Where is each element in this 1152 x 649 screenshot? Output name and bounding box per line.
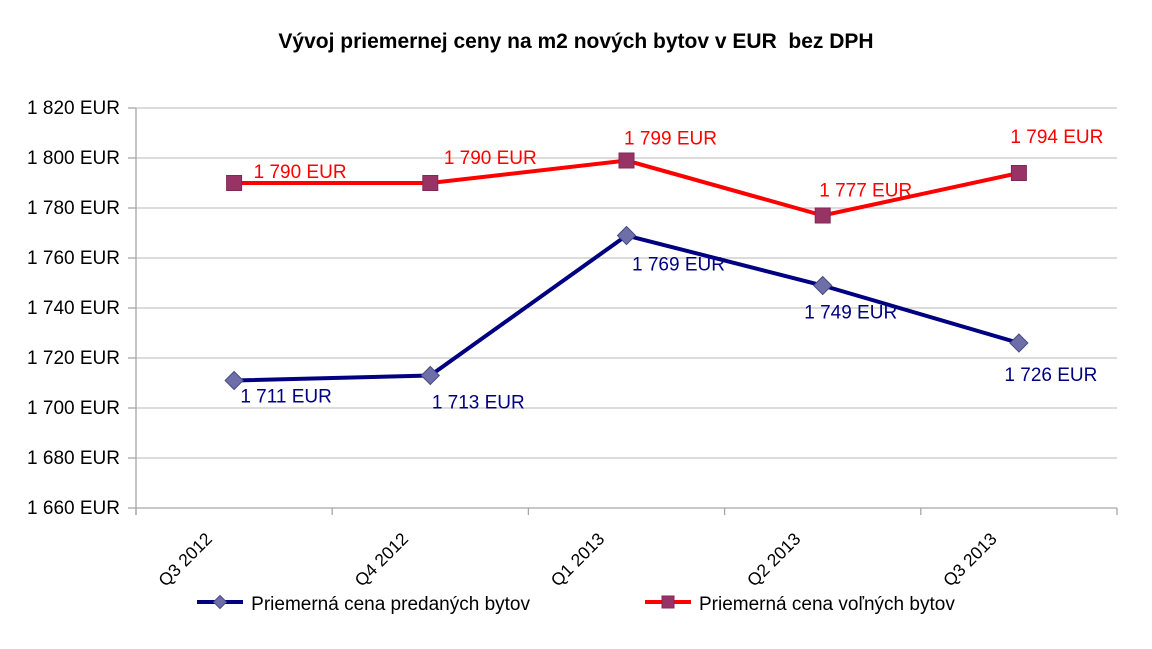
data-point-marker-square: [814, 207, 831, 224]
legend-label-volne-byty: Priemerná cena voľných bytov: [698, 593, 955, 615]
y-tick-label: 1 720 EUR: [27, 348, 120, 369]
x-tick-label: Q3 2012: [154, 529, 216, 591]
data-point-marker-diamond: [212, 594, 228, 610]
y-tick-label: 1 660 EUR: [27, 498, 120, 519]
y-tick-label: 1 780 EUR: [27, 198, 120, 219]
y-tick-label: 1 700 EUR: [27, 398, 120, 419]
data-point-label: 1 794 EUR: [1010, 127, 1103, 148]
data-point-marker-square: [618, 152, 635, 169]
y-tick-label: 1 800 EUR: [27, 148, 120, 169]
data-point-label: 1 777 EUR: [819, 181, 912, 202]
data-point-label: 1 713 EUR: [432, 393, 525, 414]
x-tick-label: Q4 2012: [351, 529, 413, 591]
y-tick-label: 1 760 EUR: [27, 248, 120, 269]
data-point-label: 1 749 EUR: [804, 303, 897, 324]
legend-marker-square-icon: [644, 593, 691, 616]
chart-legend: Priemerná cena predaných bytov Priemerná…: [40, 593, 1112, 616]
legend-sample-svg: [197, 594, 244, 610]
data-point-label: 1 769 EUR: [632, 255, 725, 276]
data-point-marker-diamond: [616, 225, 637, 246]
legend-marker-diamond-icon: [197, 593, 244, 616]
data-point-label: 1 799 EUR: [624, 129, 717, 150]
x-tick-label: Q1 2013: [547, 529, 609, 591]
y-tick-label: 1 740 EUR: [27, 298, 120, 319]
chart-title: Vývoj priemernej ceny na m2 nových bytov…: [278, 30, 874, 53]
data-point-marker-diamond: [224, 370, 244, 391]
data-point-marker-square: [422, 175, 439, 191]
data-point-marker-diamond: [812, 275, 833, 296]
y-tick-label: 1 820 EUR: [27, 98, 120, 119]
legend-item-predane-byty: Priemerná cena predaných bytov: [197, 593, 530, 616]
data-point-marker-square: [661, 595, 675, 609]
data-point-label: 1 790 EUR: [444, 148, 537, 169]
x-tick-label: Q3 2013: [939, 529, 1001, 591]
legend-item-volne-byty: Priemerná cena voľných bytov: [644, 593, 955, 616]
data-point-label: 1 711 EUR: [240, 387, 332, 408]
data-point-marker-square: [1010, 165, 1027, 181]
y-tick-label: 1 680 EUR: [27, 448, 120, 469]
data-point-marker-diamond: [1009, 333, 1029, 353]
x-tick-label: Q2 2013: [743, 529, 805, 591]
data-point-marker-square: [226, 175, 243, 191]
data-point-label: 1 790 EUR: [254, 162, 347, 183]
legend-sample-svg: [644, 595, 691, 609]
data-point-marker-diamond: [420, 365, 441, 386]
legend-label-predane-byty: Priemerná cena predaných bytov: [251, 593, 530, 615]
data-point-label: 1 726 EUR: [1004, 365, 1097, 386]
